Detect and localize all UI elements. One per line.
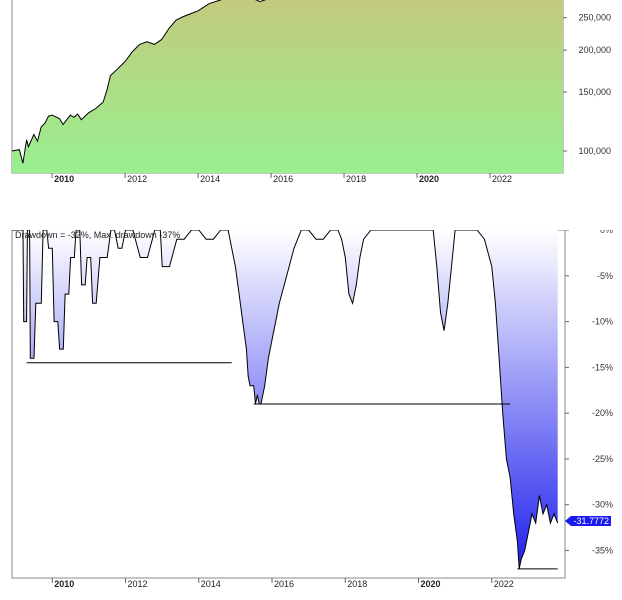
x-tick-label: 2022 (492, 174, 512, 184)
x-tick-label: 2010 (54, 174, 74, 184)
x-tick-label: 2014 (200, 174, 220, 184)
x-tick-label: 2012 (128, 579, 148, 589)
series-line (11, 0, 267, 164)
x-tick-label: 2012 (127, 174, 147, 184)
x-tick-label: 2018 (346, 174, 366, 184)
y-tick-label: 200,000 (578, 45, 611, 55)
x-tick-label: 2016 (274, 579, 294, 589)
last-value-label: -31.7772 (573, 516, 609, 526)
drawdown-title: Drawdown = -32%, Max. drawdown -37% (15, 230, 180, 240)
last-value-badge: -31.7772 (565, 516, 611, 527)
x-tick-label: 2010 (54, 579, 74, 589)
x-tick-label: 2022 (494, 579, 514, 589)
equity-chart: 100,000 150,000 200,000 250,000 2010 2012 2014… (0, 0, 622, 192)
drawdown-chart-svg: 0% -5% -10% -15% -20% -25% -30% -35% 2010 2012 201… (11, 225, 613, 589)
y-tick-label: 0% (600, 230, 613, 235)
y-tick-label: -35% (592, 546, 613, 556)
series-area (12, 0, 563, 173)
last-value-marker (565, 516, 611, 527)
x-tick-label: 2016 (273, 174, 293, 184)
y-tick-label: -15% (592, 362, 613, 372)
x-tick-label: 2014 (201, 579, 221, 589)
y-tick-label: -25% (592, 454, 613, 464)
y-tick-label: -5% (597, 271, 613, 281)
y-tick-label: -30% (592, 500, 613, 510)
y-tick-label: 250,000 (578, 13, 611, 23)
y-tick-label: 150,000 (578, 87, 611, 97)
y-tick-label: 100,000 (578, 146, 611, 156)
equity-chart-svg: 100,000 150,000 200,000 250,000 2010 2012 2014… (11, 0, 611, 184)
x-tick-label: 2020 (421, 579, 441, 589)
drawdown-chart: 0% -5% -10% -15% -20% -25% -30% -35% 2010 2012 201… (0, 225, 622, 592)
x-tick-label: 2020 (419, 174, 439, 184)
y-tick-label: -20% (592, 408, 613, 418)
y-tick-label: -10% (592, 317, 613, 327)
x-tick-label: 2018 (347, 579, 367, 589)
series-area (12, 230, 558, 569)
